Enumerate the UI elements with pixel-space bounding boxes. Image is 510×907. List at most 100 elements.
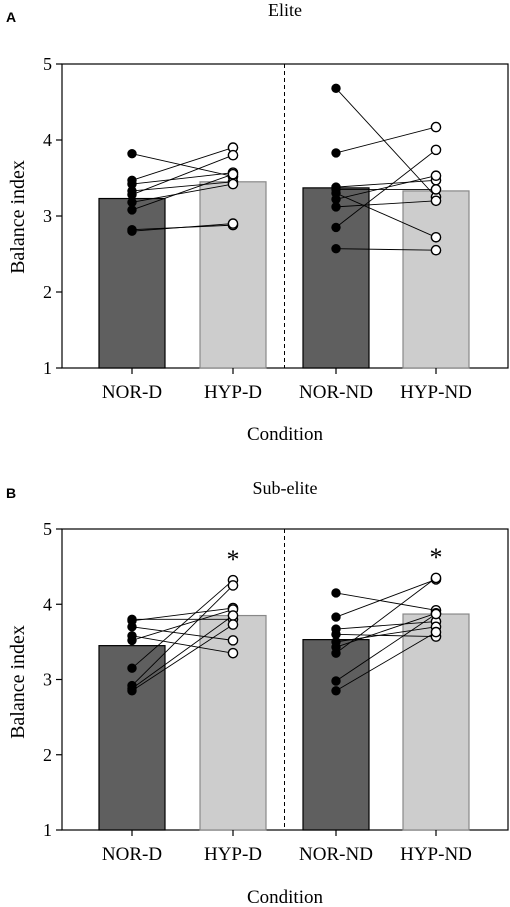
panel-sub-elite: B Sub-elite Balance index Condition 1 2 3 4… <box>6 478 509 907</box>
pair-line <box>335 626 437 643</box>
data-point-open <box>227 580 239 591</box>
pair-line <box>131 181 234 192</box>
pair-line <box>335 175 437 200</box>
data-point-filled <box>127 622 137 632</box>
bar <box>302 639 370 831</box>
data-point-filled <box>331 676 341 686</box>
y-tick-label: 5 <box>43 519 52 539</box>
pair-line <box>131 607 234 622</box>
pair-line <box>335 592 437 611</box>
data-point-open <box>430 144 442 156</box>
data-point-filled <box>331 648 341 658</box>
data-point-open <box>430 195 442 207</box>
data-point-filled <box>331 83 341 94</box>
data-point-filled <box>331 243 341 254</box>
y-tick-label: 3 <box>43 670 52 690</box>
pair-line <box>335 179 437 188</box>
pair-line <box>335 633 437 638</box>
pair-line <box>131 172 234 185</box>
x-tick-label: NOR-ND <box>299 382 373 403</box>
data-point-filled <box>127 635 137 646</box>
pair-line <box>335 613 437 682</box>
data-point-open <box>430 121 442 133</box>
y-tick-label: 2 <box>43 282 52 302</box>
pair-line <box>131 615 234 689</box>
x-tick-label: HYP-D <box>204 382 262 403</box>
panel-letter: B <box>6 485 16 501</box>
y-tick-label: 5 <box>43 54 52 74</box>
data-point-filled <box>331 222 341 233</box>
significance-marker: * <box>430 543 443 572</box>
bar <box>402 613 470 831</box>
x-tick-label: NOR-ND <box>299 844 373 865</box>
data-point-open <box>430 572 442 584</box>
pair-line <box>131 173 234 211</box>
panel-elite: A Elite Balance index Condition 1 2 3 4 5 NOR… <box>6 0 509 445</box>
data-point-open <box>227 218 239 229</box>
pair-line <box>335 192 437 238</box>
chart-title: Sub-elite <box>253 478 318 498</box>
y-axis-label: Balance index <box>7 625 29 739</box>
data-point-open <box>227 610 239 621</box>
x-tick-label: HYP-ND <box>400 844 472 865</box>
x-tick-label: NOR-D <box>102 382 162 403</box>
pair-line <box>131 585 234 686</box>
panel-letter: A <box>6 9 16 25</box>
pair-line <box>335 577 437 654</box>
pair-line <box>335 88 437 198</box>
pair-line <box>131 183 234 203</box>
y-tick-label: 1 <box>43 358 52 378</box>
pair-line <box>131 153 234 177</box>
data-point-filled <box>331 686 341 696</box>
data-point-filled <box>127 686 137 696</box>
pair-line <box>131 609 234 641</box>
data-point-open <box>227 635 239 646</box>
pair-line <box>335 200 437 208</box>
data-point-open <box>227 168 239 180</box>
data-point-open <box>430 244 442 256</box>
pair-line <box>335 126 437 154</box>
x-axis-label: Condition <box>247 424 324 445</box>
data-point-open <box>227 619 239 630</box>
y-tick-label: 3 <box>43 206 52 226</box>
bar <box>98 197 166 369</box>
pair-line <box>335 578 437 618</box>
y-axis-label: Balance index <box>7 160 29 274</box>
data-point-filled <box>331 202 341 212</box>
x-tick-label: HYP-ND <box>400 382 472 403</box>
pair-line <box>131 154 234 196</box>
data-point-filled <box>127 205 137 215</box>
data-point-filled <box>127 148 137 159</box>
chart-title: Elite <box>268 0 302 20</box>
y-tick-label: 4 <box>43 130 52 150</box>
plot-area: 1 2 3 4 5 NOR-D HYP-D NOR-ND HYP-ND * * <box>43 519 509 865</box>
pair-line <box>131 635 234 654</box>
data-point-filled <box>331 148 341 158</box>
data-point-filled <box>331 588 341 598</box>
data-point-open <box>430 184 442 195</box>
pair-line <box>335 248 437 251</box>
pair-line <box>335 149 437 228</box>
pair-line <box>335 612 437 648</box>
data-point-filled <box>331 612 341 622</box>
pair-line <box>335 621 437 630</box>
pair-line <box>131 626 234 641</box>
pair-line <box>131 579 234 669</box>
data-point-open <box>227 149 239 161</box>
bar <box>98 645 166 831</box>
bar <box>302 187 370 369</box>
data-point-open <box>227 178 239 190</box>
data-point-filled <box>127 226 137 236</box>
data-point-open <box>227 647 239 659</box>
significance-marker: * <box>227 545 240 574</box>
data-point-filled <box>127 663 137 673</box>
bar <box>199 614 267 831</box>
data-point-open <box>430 170 442 182</box>
pair-line <box>131 624 234 692</box>
y-tick-label: 2 <box>43 745 52 765</box>
data-point-open <box>430 608 442 620</box>
x-tick-label: HYP-D <box>204 844 262 865</box>
data-point-open <box>430 626 442 638</box>
y-tick-label: 1 <box>43 820 52 840</box>
